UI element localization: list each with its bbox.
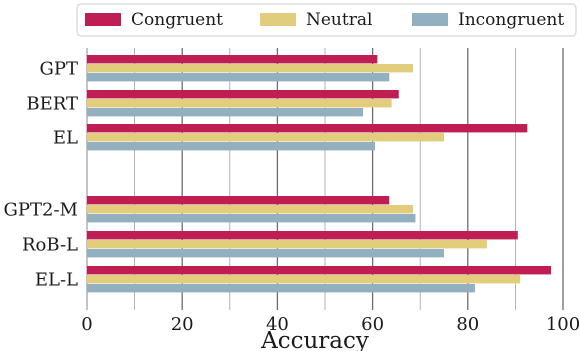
x-tick-label: 60 xyxy=(361,314,384,335)
x-tick-labels: 0 20 40 60 80 100 xyxy=(81,314,580,335)
bar-incongruent-gpt2-m xyxy=(87,214,416,223)
bar-incongruent-el-l xyxy=(87,284,475,293)
bar-neutral-rob-l xyxy=(87,240,487,249)
bar-neutral-el xyxy=(87,133,444,142)
bar-incongruent-bert xyxy=(87,108,364,117)
legend-swatch-incongruent xyxy=(412,13,448,26)
x-tick-label: 100 xyxy=(546,314,580,335)
legend-swatch-congruent xyxy=(85,13,121,26)
bars xyxy=(87,55,552,293)
category-labels: GPT BERT EL GPT2-M RoB-L EL-L xyxy=(4,59,79,291)
bar-neutral-bert xyxy=(87,99,392,108)
category-label: RoB-L xyxy=(22,235,78,256)
legend-frame xyxy=(76,3,577,37)
category-label: GPT2-M xyxy=(4,200,78,221)
bar-incongruent-rob-l xyxy=(87,249,444,258)
bar-incongruent-gpt xyxy=(87,73,390,82)
bar-congruent-rob-l xyxy=(87,231,518,240)
x-axis-title: Accuracy xyxy=(260,328,369,351)
bar-neutral-gpt xyxy=(87,64,414,73)
bar-congruent-gpt xyxy=(87,55,378,64)
category-label: GPT xyxy=(40,59,79,80)
x-tick-label: 20 xyxy=(171,314,194,335)
legend-label-neutral: Neutral xyxy=(306,10,372,30)
x-tick-label: 40 xyxy=(266,314,289,335)
bar-neutral-el-l xyxy=(87,275,521,284)
legend-swatch-neutral xyxy=(260,13,296,26)
bar-congruent-el-l xyxy=(87,266,552,275)
legend-label-incongruent: Incongruent xyxy=(458,10,564,30)
x-tick-label: 0 xyxy=(81,314,92,335)
bar-neutral-gpt2-m xyxy=(87,205,414,214)
category-label: BERT xyxy=(26,94,78,115)
bar-congruent-bert xyxy=(87,90,399,99)
legend-label-congruent: Congruent xyxy=(131,10,223,30)
bar-congruent-el xyxy=(87,124,528,133)
category-label: EL-L xyxy=(35,270,78,291)
x-tick-label: 80 xyxy=(456,314,479,335)
bar-congruent-gpt2-m xyxy=(87,196,390,205)
legend: Congruent Neutral Incongruent xyxy=(76,3,577,37)
category-label: EL xyxy=(53,128,78,149)
bar-incongruent-el xyxy=(87,142,375,151)
